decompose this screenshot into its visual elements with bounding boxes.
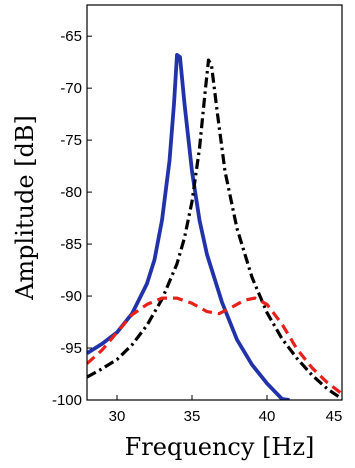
- x-axis: 30 35 40 45: [109, 395, 343, 425]
- y-tick-label: -70: [60, 80, 82, 97]
- y-tick-label: -100: [52, 392, 82, 409]
- series-line-1: [87, 53, 290, 400]
- series-line-3: [87, 296, 342, 396]
- y-axis: -65 -70 -75 -80 -85 -90 -95 -100: [52, 28, 92, 409]
- series-line-2: [87, 58, 342, 400]
- x-axis-label: Frequency [Hz]: [125, 433, 315, 461]
- x-tick-label: 30: [109, 408, 126, 425]
- y-tick-label: -85: [60, 236, 82, 253]
- y-tick-label: -65: [60, 28, 82, 45]
- plot-frame: [86, 4, 343, 401]
- x-tick-label: 35: [184, 408, 201, 425]
- y-tick-label: -75: [60, 132, 82, 149]
- y-tick-label: -95: [60, 340, 82, 357]
- y-axis-label: Amplitude [dB]: [11, 115, 39, 301]
- y-tick-label: -90: [60, 288, 82, 305]
- series-lines: [87, 53, 342, 400]
- x-tick-label: 45: [326, 408, 343, 425]
- y-tick-label: -80: [60, 184, 82, 201]
- x-tick-label: 40: [259, 408, 276, 425]
